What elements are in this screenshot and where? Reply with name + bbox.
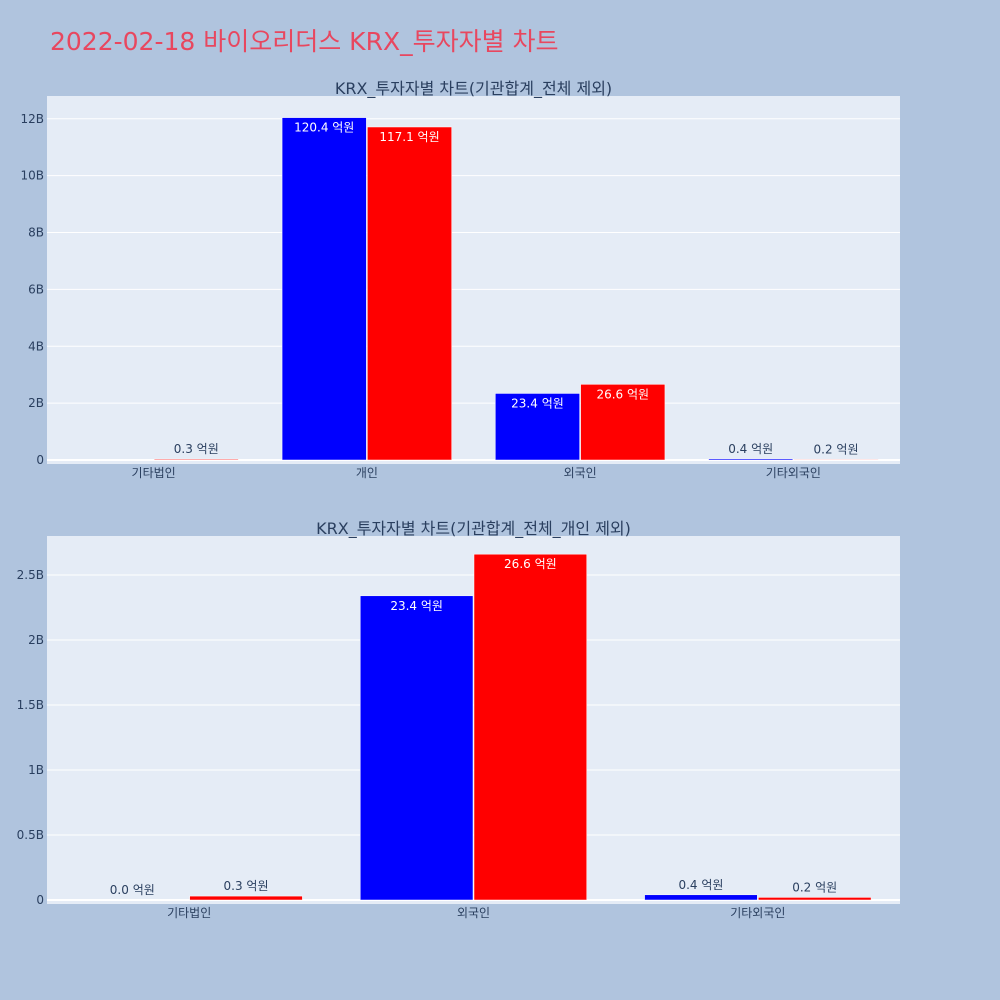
data-label: 0.3 억원 bbox=[174, 442, 219, 456]
y-tick-label: 4B bbox=[28, 339, 44, 353]
data-label: 0.3 억원 bbox=[224, 879, 269, 893]
y-tick-label: 12B bbox=[20, 112, 44, 126]
data-label: 117.1 억원 bbox=[379, 130, 439, 144]
data-label: 26.6 억원 bbox=[596, 387, 649, 401]
chart-title: KRX_투자자별 차트(기관합계_전체_개인 제외) bbox=[316, 519, 631, 539]
x-tick-label: 기타법인 bbox=[132, 466, 176, 480]
bar bbox=[281, 117, 367, 461]
bar bbox=[367, 126, 452, 461]
y-tick-label: 1.5B bbox=[17, 698, 44, 712]
plot-area bbox=[47, 536, 900, 904]
data-label: 23.4 억원 bbox=[511, 396, 564, 410]
bar bbox=[495, 393, 580, 461]
x-tick-label: 외국인 bbox=[457, 906, 490, 920]
y-tick-label: 0 bbox=[36, 453, 44, 467]
chart-title: KRX_투자자별 차트(기관합계_전체 제외) bbox=[335, 79, 612, 99]
bar bbox=[189, 895, 303, 901]
y-tick-label: 8B bbox=[28, 226, 44, 240]
y-tick-label: 0 bbox=[36, 893, 44, 907]
x-tick-label: 외국인 bbox=[564, 466, 597, 480]
bar bbox=[644, 894, 758, 901]
data-label: 0.2 억원 bbox=[814, 442, 859, 456]
x-tick-label: 개인 bbox=[356, 466, 378, 480]
page-title: 2022-02-18 바이오리더스 KRX_투자자별 차트 bbox=[50, 27, 559, 56]
data-label: 0.4 억원 bbox=[728, 442, 773, 456]
bar bbox=[708, 458, 794, 461]
data-label: 0.2 억원 bbox=[792, 880, 837, 894]
y-tick-label: 1B bbox=[28, 763, 44, 777]
y-tick-label: 2B bbox=[28, 633, 44, 647]
y-tick-label: 10B bbox=[20, 169, 44, 183]
bar bbox=[360, 595, 474, 901]
bar bbox=[580, 384, 666, 461]
data-label: 120.4 억원 bbox=[294, 121, 354, 135]
data-label: 23.4 억원 bbox=[390, 599, 443, 613]
bar bbox=[473, 553, 587, 901]
y-tick-label: 0.5B bbox=[17, 828, 44, 842]
y-tick-label: 2.5B bbox=[17, 568, 44, 582]
data-label: 0.4 억원 bbox=[678, 878, 723, 892]
bar bbox=[793, 459, 879, 461]
x-tick-label: 기타법인 bbox=[167, 906, 211, 920]
x-tick-label: 기타외국인 bbox=[766, 466, 821, 480]
bar bbox=[153, 458, 239, 461]
chart-2-krx-investor-excl-individual: KRX_투자자별 차트(기관합계_전체_개인 제외) 0 0.5B 1B 1.5B 2B 2… bbox=[17, 519, 900, 920]
y-tick-label: 6B bbox=[28, 282, 44, 296]
data-label: 26.6 억원 bbox=[504, 557, 557, 571]
chart-1-krx-investor: KRX_투자자별 차트(기관합계_전체 제외) 0 2B 4B 6B 8B 10B 12B 기타… bbox=[20, 79, 900, 480]
y-tick-label: 2B bbox=[28, 396, 44, 410]
data-label: 0.0 억원 bbox=[110, 883, 155, 897]
x-tick-label: 기타외국인 bbox=[730, 906, 785, 920]
bar bbox=[758, 897, 872, 901]
plot-area bbox=[47, 96, 900, 464]
